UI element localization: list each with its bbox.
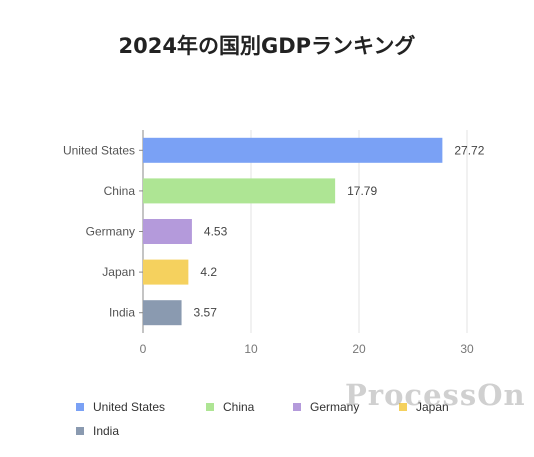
bar-china xyxy=(143,178,336,204)
y-tick-label: China xyxy=(104,184,136,198)
legend-label: China xyxy=(223,400,255,414)
legend-swatch xyxy=(76,403,84,411)
legend-swatch xyxy=(206,403,214,411)
x-tick-label: 20 xyxy=(352,342,366,356)
legend-item[interactable]: China xyxy=(206,400,254,414)
legend-item[interactable]: Japan xyxy=(399,400,449,414)
chart-title: 2024年の国別GDPランキング xyxy=(118,34,416,58)
legend-item[interactable]: India xyxy=(76,424,119,438)
processon-watermark: ProcessOn xyxy=(345,378,526,412)
x-tick-label: 10 xyxy=(244,342,258,356)
legend-label: Japan xyxy=(416,400,449,414)
legend-item[interactable]: Germany xyxy=(293,400,359,414)
bar-india xyxy=(143,300,182,326)
data-label: 27.72 xyxy=(454,143,484,157)
legend-swatch xyxy=(76,427,84,435)
y-tick-label: Germany xyxy=(86,225,135,239)
data-label: 3.57 xyxy=(194,306,218,320)
y-tick-label: United States xyxy=(63,143,135,157)
x-tick-label: 0 xyxy=(140,342,147,356)
data-label: 4.2 xyxy=(200,265,217,279)
legend-item[interactable]: United States xyxy=(76,400,165,414)
legend-swatch xyxy=(293,403,301,411)
bar-united-states xyxy=(143,137,443,163)
legend-swatch xyxy=(399,403,407,411)
x-tick-label: 30 xyxy=(460,342,474,356)
legend-label: Germany xyxy=(310,400,360,414)
bar-japan xyxy=(143,259,189,285)
legend-label: India xyxy=(93,424,120,438)
data-label: 17.79 xyxy=(347,184,377,198)
y-tick-label: Japan xyxy=(102,265,135,279)
y-tick-label: India xyxy=(109,306,135,320)
legend-label: United States xyxy=(93,400,166,414)
data-label: 4.53 xyxy=(204,225,228,239)
bar-germany xyxy=(143,219,192,244)
